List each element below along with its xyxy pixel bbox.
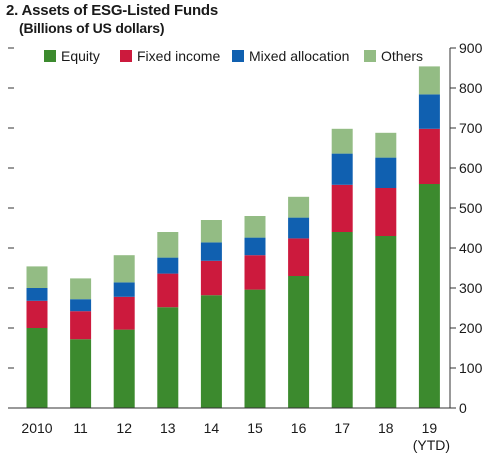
bar-segment-fixed-income-17 [331,184,353,232]
bar-segment-mixed-allocation-2010 [26,288,48,301]
chart-legend: Equity Fixed income Mixed allocation Others [44,48,423,64]
bar-segment-equity-2010 [26,328,48,408]
legend-swatch-mixed-allocation [232,50,244,62]
bar-segment-equity-15 [244,289,266,408]
chart-subtitle: (Billions of US dollars) [19,20,165,36]
legend-label: Others [381,48,423,64]
bars-group [26,66,440,408]
bar-segment-fixed-income-12 [113,296,135,330]
bar-segment-equity-16 [288,276,310,408]
bar-segment-others-19 [418,66,440,95]
x-tick-label: 18 [378,420,394,436]
bar-segment-equity-12 [113,329,135,408]
bar-segment-fixed-income-19 [418,128,440,184]
x-tick-label: 16 [291,420,307,436]
bar-segment-others-2010 [26,266,48,288]
bar-segment-fixed-income-11 [70,311,92,340]
bar-segment-others-15 [244,216,266,238]
bar-segment-mixed-allocation-13 [157,257,179,274]
y-tick-label: 400 [459,240,483,256]
bar-segment-others-11 [70,278,92,300]
bar-segment-fixed-income-18 [375,188,397,236]
bar-segment-equity-13 [157,307,179,408]
bar-segment-fixed-income-15 [244,255,266,290]
x-tick-label: 2010 [21,420,52,436]
chart-title: 2. Assets of ESG-Listed Funds [6,2,219,19]
bar-segment-others-17 [331,128,353,154]
bar-segment-fixed-income-13 [157,273,179,308]
y-tick-label: 300 [459,280,483,296]
bar-segment-fixed-income-14 [200,260,222,296]
y-tick-label: 0 [459,400,467,416]
bar-segment-others-13 [157,232,179,258]
bar-segment-mixed-allocation-14 [200,242,222,261]
x-tick-label: 19 [422,420,438,436]
legend-swatch-equity [44,50,56,62]
bar-segment-mixed-allocation-11 [70,299,92,312]
bar-segment-others-16 [288,196,310,218]
x-tick-label: 15 [247,420,263,436]
bar-segment-mixed-allocation-19 [418,94,440,129]
bar-segment-equity-11 [70,339,92,408]
y-tick-label: 500 [459,200,483,216]
x-tick-label: 14 [204,420,220,436]
legend-swatch-fixed-income [120,50,132,62]
y-tick-label: 200 [459,320,483,336]
bar-segment-mixed-allocation-17 [331,153,353,185]
legend-label: Fixed income [137,48,220,64]
x-tick-label: 13 [160,420,176,436]
y-axis: 0 100 200 300 400 500 600 700 800 900 [449,40,483,416]
bar-segment-fixed-income-16 [288,238,310,276]
x-tick-label: 12 [116,420,132,436]
y-tick-label: 600 [459,160,483,176]
bar-segment-equity-19 [418,184,440,408]
bar-segment-mixed-allocation-15 [244,237,266,256]
x-tick-sublabel: (YTD) [413,437,450,453]
y-tick-label: 900 [459,40,483,56]
y-tick-label: 100 [459,360,483,376]
x-axis: 2010 11 12 13 14 15 16 17 18 19(YTD) [8,407,456,453]
y-tick-label: 800 [459,80,483,96]
bar-segment-fixed-income-2010 [26,300,48,328]
bar-segment-equity-17 [331,232,353,408]
bar-segment-others-14 [200,220,222,243]
bar-segment-equity-14 [200,295,222,408]
legend-swatch-others [364,50,376,62]
x-tick-label: 17 [334,420,350,436]
bar-segment-mixed-allocation-16 [288,217,310,239]
bar-segment-mixed-allocation-12 [113,282,135,297]
y-tick-label: 700 [459,120,483,136]
x-tick-label: 11 [73,420,88,436]
bar-segment-others-18 [375,132,397,158]
bar-segment-mixed-allocation-18 [375,157,397,188]
left-axis-ticks [8,47,14,369]
bar-segment-others-12 [113,255,135,283]
legend-label: Equity [61,48,100,64]
bar-segment-equity-18 [375,236,397,408]
legend-label: Mixed allocation [249,48,349,64]
